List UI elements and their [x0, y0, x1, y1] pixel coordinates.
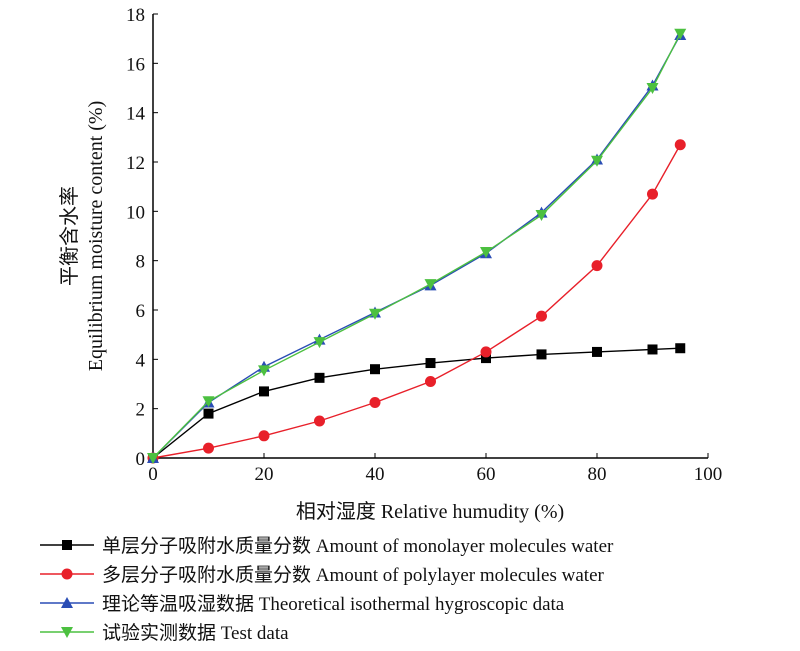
- y-tick-label: 2: [136, 400, 146, 421]
- circle-marker: [369, 397, 381, 408]
- legend-label: 单层分子吸附水质量分数 Amount of monolayer molecule…: [102, 536, 614, 557]
- legend: 单层分子吸附水质量分数 Amount of monolayer molecule…: [38, 530, 613, 646]
- y-tick-label: 18: [126, 5, 145, 26]
- series-line: [152, 144, 681, 459]
- square-marker: [675, 343, 686, 354]
- legend-item: 单层分子吸附水质量分数 Amount of monolayer molecule…: [38, 530, 613, 559]
- circle-marker: [480, 346, 492, 358]
- square-marker: [370, 364, 380, 375]
- square-marker: [592, 346, 602, 357]
- circle-marker: [674, 139, 686, 151]
- x-tick-label: 100: [694, 464, 723, 485]
- x-tick-label: 20: [255, 464, 274, 485]
- square-marker: [62, 539, 72, 550]
- y-axis-label-cn: 平衡含水率: [58, 186, 81, 286]
- x-axis-label: 相对湿度 Relative humudity (%): [296, 500, 564, 523]
- series-layer: [147, 28, 687, 464]
- legend-label: 多层分子吸附水质量分数 Amount of polylayer molecule…: [102, 565, 604, 586]
- square-marker: [481, 353, 491, 364]
- circle-marker: [425, 376, 436, 388]
- series-2: [147, 28, 687, 463]
- circle-marker: [314, 415, 325, 427]
- triangle-down-marker: [147, 453, 159, 464]
- triangle-down-marker: [202, 396, 215, 408]
- triangle-down-marker: [424, 279, 437, 291]
- legend-label: 理论等温吸湿数据 Theoretical isothermal hygrosco…: [102, 594, 565, 615]
- legend-item: 理论等温吸湿数据 Theoretical isothermal hygrosco…: [38, 588, 613, 617]
- triangle-down-marker: [258, 365, 270, 377]
- y-tick-label: 4: [136, 350, 146, 371]
- y-tick-label: 16: [126, 54, 145, 75]
- square-marker: [647, 344, 658, 355]
- legend-symbol: [40, 568, 94, 579]
- y-tick-label: 14: [126, 104, 146, 125]
- series-3: [147, 28, 687, 464]
- triangle-down-marker: [369, 308, 381, 320]
- triangle-up-marker: [61, 596, 73, 608]
- triangle-down-marker: [674, 28, 687, 40]
- x-tick-label: 40: [366, 464, 385, 485]
- series-1: [147, 139, 686, 464]
- square-marker: [259, 386, 269, 397]
- square-marker: [536, 349, 547, 360]
- chart: 0 20 40 60 80 100 0 2 4 6 8 10 12 14 16 18 相对湿度 Relativ…: [58, 5, 722, 523]
- legend-symbol: [40, 596, 94, 608]
- circle-marker: [591, 260, 603, 272]
- triangle-down-marker: [61, 626, 73, 638]
- circle-marker: [258, 430, 270, 442]
- y-tick-label: 0: [136, 449, 146, 470]
- legend-symbol: [40, 626, 94, 638]
- series-line: [152, 33, 681, 459]
- square-marker: [425, 358, 436, 369]
- x-tick-label: 80: [588, 464, 607, 485]
- legend-item: 试验实测数据 Test data: [38, 617, 613, 646]
- y-tick-label: 6: [136, 301, 146, 322]
- x-tick-label: 0: [148, 464, 158, 485]
- legend-item: 多层分子吸附水质量分数 Amount of polylayer molecule…: [38, 559, 613, 588]
- legend-symbol: [40, 539, 94, 550]
- y-axis-label-en: Equilibrium moisture content (%): [85, 101, 107, 372]
- triangle-down-marker: [591, 155, 603, 167]
- y-tick-label: 10: [126, 202, 145, 223]
- x-tick-label: 60: [477, 464, 496, 485]
- triangle-down-marker: [313, 337, 326, 349]
- triangle-down-marker: [646, 83, 659, 94]
- triangle-down-marker: [480, 247, 492, 259]
- series-line: [152, 34, 681, 459]
- legend-label: 试验实测数据 Test data: [102, 623, 289, 644]
- square-marker: [203, 408, 214, 419]
- y-tick-label: 12: [126, 153, 145, 174]
- series-0: [148, 343, 686, 463]
- circle-marker: [647, 188, 658, 200]
- circle-marker: [203, 442, 214, 454]
- triangle-down-marker: [535, 210, 548, 222]
- circle-marker: [61, 568, 73, 579]
- circle-marker: [536, 310, 547, 322]
- series-line: [152, 347, 681, 459]
- y-tick-label: 8: [136, 252, 146, 273]
- axes: 0 20 40 60 80 100 0 2 4 6 8 10 12 14 16 18: [126, 5, 722, 485]
- square-marker: [314, 372, 325, 383]
